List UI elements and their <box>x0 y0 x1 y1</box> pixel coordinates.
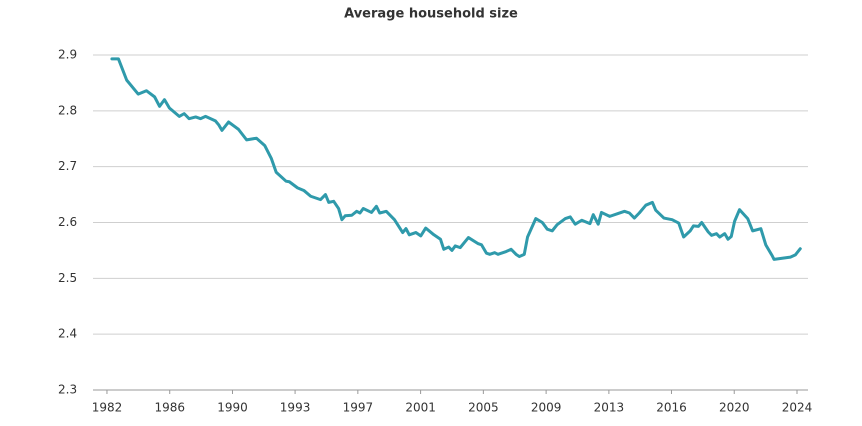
x-tick-label: 2024 <box>782 401 813 415</box>
y-tick-label: 2.6 <box>58 215 77 229</box>
x-tick-label: 1982 <box>92 401 123 415</box>
x-tick-label: 2005 <box>468 401 499 415</box>
y-tick-label: 2.7 <box>58 159 77 173</box>
y-tick-label: 2.4 <box>58 327 77 341</box>
y-tick-label: 2.3 <box>58 383 77 397</box>
x-tick-label: 1997 <box>343 401 374 415</box>
x-tick-label: 2009 <box>531 401 562 415</box>
data-line <box>110 57 802 261</box>
x-tick-label: 2001 <box>405 401 436 415</box>
x-tick-label: 2020 <box>719 401 750 415</box>
y-tick-label: 2.8 <box>58 103 77 117</box>
y-tick-label: 2.5 <box>58 271 77 285</box>
x-tick-label: 2016 <box>656 401 687 415</box>
chart-title: Average household size <box>344 7 518 22</box>
x-tick-label: 1990 <box>217 401 248 415</box>
x-tick-label: 2013 <box>594 401 625 415</box>
x-tick-label: 1993 <box>280 401 311 415</box>
x-tick-label: 1986 <box>154 401 185 415</box>
y-tick-label: 2.9 <box>58 48 77 62</box>
